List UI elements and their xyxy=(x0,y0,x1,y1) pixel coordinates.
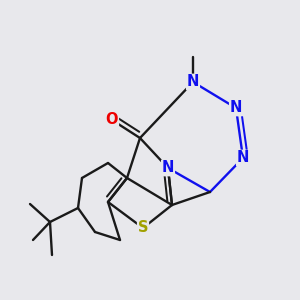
Text: S: S xyxy=(138,220,148,236)
Text: N: N xyxy=(162,160,174,175)
Text: N: N xyxy=(230,100,242,116)
Text: N: N xyxy=(237,151,249,166)
Text: O: O xyxy=(106,112,118,128)
Text: N: N xyxy=(187,74,199,89)
